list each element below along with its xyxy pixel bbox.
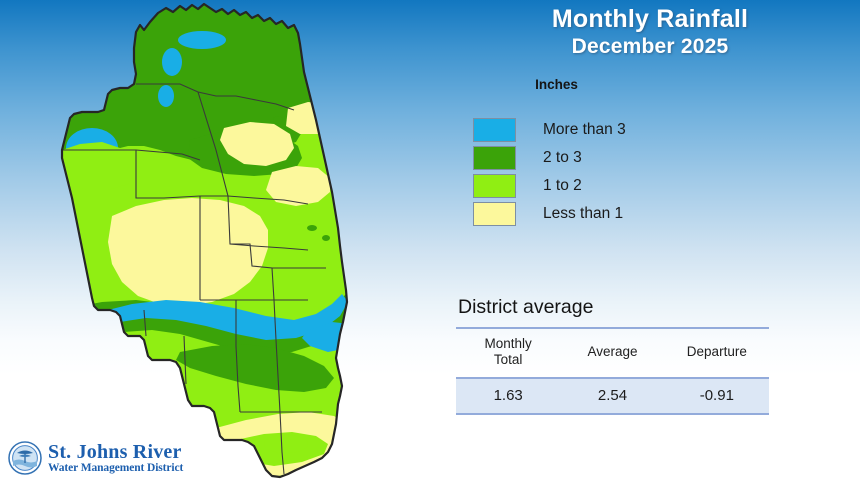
table-mid-rule	[456, 377, 769, 379]
column-header-line1: Monthly	[484, 336, 532, 351]
legend-swatch-less-than-1	[473, 202, 516, 226]
district-seal-icon	[8, 441, 42, 475]
legend-swatch-1-to-2	[473, 174, 516, 198]
map-speckle-b	[322, 235, 330, 241]
cell-average: 2.54	[597, 387, 628, 404]
legend-label: 2 to 3	[543, 149, 582, 166]
column-header-average: Average	[587, 344, 638, 359]
district-average-values: 1.63 2.54 -0.91	[456, 379, 769, 413]
map-class-1-to-2-tip-lobe	[264, 435, 308, 453]
map-class-more-than-3-north-a	[178, 31, 226, 49]
map-district-outline	[60, 2, 349, 479]
legend-label: More than 3	[543, 121, 626, 138]
district-average-table: Monthly Total Average Departure	[456, 329, 769, 377]
map-class-less-than-1-upper	[220, 122, 294, 166]
legend-label: 1 to 2	[543, 177, 582, 194]
rainfall-choropleth-map[interactable]	[40, 0, 420, 480]
map-class-less-than-1-ne	[286, 102, 336, 134]
units-label: Inches	[535, 77, 578, 92]
page-subtitle: December 2025	[571, 35, 729, 58]
map-class-more-than-3-south-band	[100, 294, 347, 340]
column-header-monthly-total: Monthly Total	[456, 329, 560, 377]
column-header-line2: Total	[493, 352, 523, 367]
district-average-block: District average Monthly Total Average D…	[456, 296, 776, 415]
legend-swatch-2-to-3	[473, 146, 516, 170]
map-class-less-than-1-east	[266, 166, 330, 206]
cell-monthly-total: 1.63	[493, 387, 523, 404]
cell-departure: -0.91	[699, 387, 734, 404]
legend-item[interactable]: 1 to 2	[473, 172, 626, 200]
map-class-more-than-3-southwest	[62, 312, 110, 338]
logo-title: St. Johns River	[48, 440, 182, 463]
table-bottom-rule	[456, 413, 769, 415]
district-average-heading: District average	[458, 296, 594, 318]
column-header-departure: Departure	[686, 344, 747, 359]
legend: More than 3 2 to 3 1 to 2 Less than 1	[473, 116, 626, 228]
legend-label: Less than 1	[543, 205, 624, 222]
legend-item[interactable]: More than 3	[473, 116, 626, 144]
map-class-2-to-3-lower-band	[176, 344, 334, 392]
legend-item[interactable]: 2 to 3	[473, 144, 626, 172]
map-panel	[40, 0, 420, 480]
info-panel: Monthly Rainfall December 2025 Inches Mo…	[440, 0, 860, 480]
map-speckle-c	[273, 116, 283, 124]
table-header-row: Monthly Total Average Departure	[456, 329, 769, 377]
map-speckle-a	[307, 225, 317, 231]
table-top-rule	[456, 327, 769, 329]
logo-subtitle: Water Management District	[48, 461, 184, 474]
map-class-less-than-1-central	[108, 198, 268, 306]
legend-item[interactable]: Less than 1	[473, 200, 626, 228]
table-row: 1.63 2.54 -0.91	[456, 379, 769, 413]
map-class-more-than-3-north-c	[158, 85, 174, 107]
map-county-boundaries	[62, 83, 326, 475]
logo-text: St. Johns River Water Management Distric…	[48, 442, 183, 475]
legend-swatch-more-than-3	[473, 118, 516, 142]
map-class-more-than-3-north-b	[162, 48, 182, 76]
page-title: Monthly Rainfall	[551, 5, 749, 33]
organization-logo[interactable]: St. Johns River Water Management Distric…	[8, 441, 183, 475]
map-class-1-to-2-nw	[62, 142, 136, 190]
